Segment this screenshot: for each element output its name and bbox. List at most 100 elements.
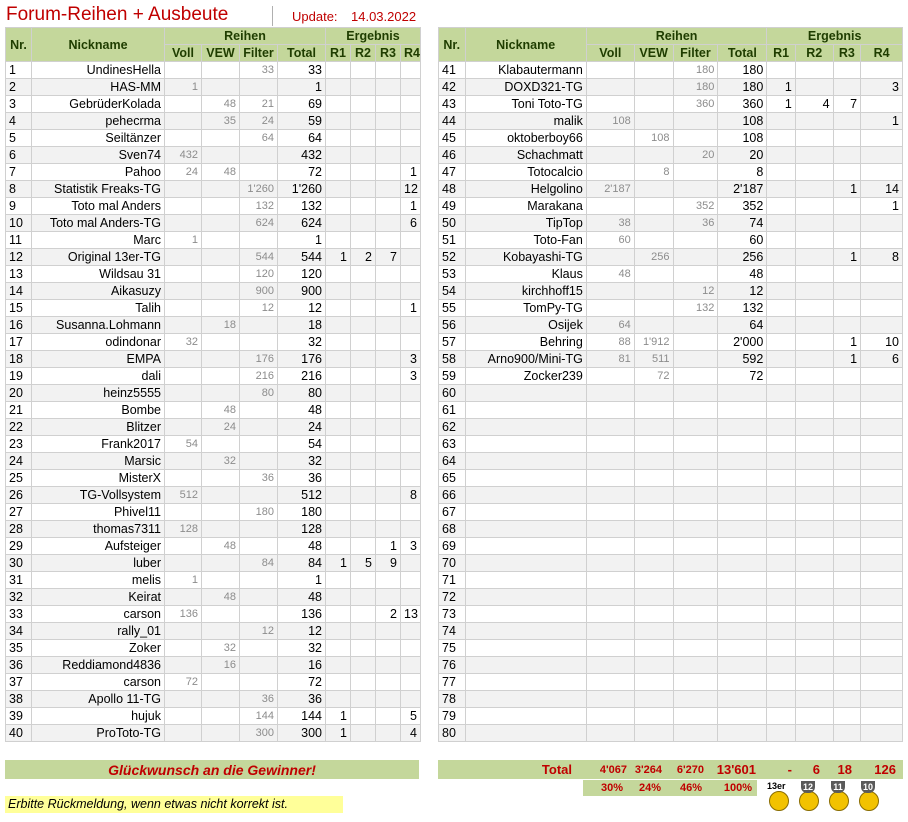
table-row: 51 Toto-Fan 60 60 xyxy=(438,231,903,249)
cell-vew xyxy=(201,690,240,708)
cell-nr: 51 xyxy=(438,231,466,249)
cell-filter xyxy=(672,639,719,657)
cell-nr: 37 xyxy=(5,673,32,691)
cell-filter: 20 xyxy=(672,146,719,164)
cell-r2 xyxy=(794,367,834,385)
cell-filter xyxy=(239,537,278,555)
table-row: 22 Blitzer 24 24 xyxy=(5,418,421,436)
cell-nr: 20 xyxy=(5,384,32,402)
cell-r1 xyxy=(325,367,351,385)
table-row: 58 Arno900/Mini-TG 81 511 592 1 6 xyxy=(438,350,903,368)
cell-voll xyxy=(585,418,635,436)
cell-total xyxy=(717,639,768,657)
cell-r3 xyxy=(375,401,401,419)
cell-r3 xyxy=(832,503,862,521)
trophy-icons: 13er 12 11 10 xyxy=(765,781,881,811)
table-row: 65 xyxy=(438,469,903,487)
cell-voll xyxy=(164,690,202,708)
cell-vew xyxy=(633,690,674,708)
cell-r2 xyxy=(350,520,376,538)
table-row: 78 xyxy=(438,690,903,708)
cell-voll xyxy=(585,554,635,572)
cell-r2 xyxy=(350,537,376,555)
cell-vew xyxy=(633,503,674,521)
cell-vew: 8 xyxy=(633,163,674,181)
cell-r3 xyxy=(832,316,862,334)
cell-vew xyxy=(633,673,674,691)
cell-voll xyxy=(164,248,202,266)
cell-total xyxy=(717,724,768,742)
cell-r1 xyxy=(766,707,796,725)
cell-voll: 32 xyxy=(164,333,202,351)
cell-nr: 6 xyxy=(5,146,32,164)
table-row: 46 Schachmatt 20 20 xyxy=(438,146,903,164)
cell-r3 xyxy=(375,588,401,606)
cell-nr: 29 xyxy=(5,537,32,555)
divider xyxy=(272,6,273,26)
cell-voll: 72 xyxy=(164,673,202,691)
table-row: 79 xyxy=(438,707,903,725)
cell-r2 xyxy=(794,129,834,147)
cell-nickname: thomas7311 xyxy=(31,520,165,538)
cell-nr: 35 xyxy=(5,639,32,657)
total-vew: 3'264 xyxy=(634,764,662,776)
cell-nickname: EMPA xyxy=(31,350,165,368)
cell-r4 xyxy=(400,384,421,402)
cell-voll xyxy=(164,316,202,334)
cell-r4: 13 xyxy=(400,605,421,623)
cell-nickname xyxy=(464,554,587,572)
cell-voll: 88 xyxy=(585,333,635,351)
table-row: 39 hujuk 144 144 1 5 xyxy=(5,707,421,725)
cell-r3 xyxy=(832,265,862,283)
cell-nickname: Arno900/Mini-TG xyxy=(464,350,587,368)
cell-vew xyxy=(201,605,240,623)
cell-filter xyxy=(239,163,278,181)
cell-nickname xyxy=(464,401,587,419)
cell-nickname: TG-Vollsystem xyxy=(31,486,165,504)
cell-r2 xyxy=(350,588,376,606)
cell-total xyxy=(717,673,768,691)
table-row: 6 Sven74 432 432 xyxy=(5,146,421,164)
cell-vew: 108 xyxy=(633,129,674,147)
cell-nr: 11 xyxy=(5,231,32,249)
cell-r3 xyxy=(832,452,862,470)
pct-filter: 46% xyxy=(679,782,702,794)
table-row: 24 Marsic 32 32 xyxy=(5,452,421,470)
cell-filter: 120 xyxy=(239,265,278,283)
cell-vew: 16 xyxy=(201,656,240,674)
cell-filter xyxy=(239,418,278,436)
cell-r4 xyxy=(860,61,903,79)
cell-nickname: Wildsau 31 xyxy=(31,265,165,283)
cell-r1 xyxy=(325,333,351,351)
cell-voll: 64 xyxy=(585,316,635,334)
cell-r1 xyxy=(766,520,796,538)
cell-r4 xyxy=(860,622,903,640)
table-row: 50 TipTop 38 36 74 xyxy=(438,214,903,232)
cell-filter xyxy=(239,673,278,691)
cell-total xyxy=(717,418,768,436)
col-vew: VEW xyxy=(633,44,674,62)
cell-vew xyxy=(633,316,674,334)
left-table: Nr. Nickname Reihen Ergebnis Voll VEW Fi… xyxy=(5,27,421,742)
cell-filter: 132 xyxy=(239,197,278,215)
cell-r4 xyxy=(400,588,421,606)
cell-r4 xyxy=(860,367,903,385)
cell-voll xyxy=(585,401,635,419)
cell-nr: 70 xyxy=(438,554,466,572)
table-row: 20 heinz5555 80 80 xyxy=(5,384,421,402)
cell-nr: 23 xyxy=(5,435,32,453)
cell-r3 xyxy=(832,520,862,538)
cell-r2 xyxy=(350,333,376,351)
cell-vew: 72 xyxy=(633,367,674,385)
cell-nr: 73 xyxy=(438,605,466,623)
cell-r2 xyxy=(794,78,834,96)
table-row: 69 xyxy=(438,537,903,555)
cell-nr: 39 xyxy=(5,707,32,725)
table-row: 34 rally_01 12 12 xyxy=(5,622,421,640)
table-row: 66 xyxy=(438,486,903,504)
cell-r1 xyxy=(766,299,796,317)
table-row: 44 malik 108 108 1 xyxy=(438,112,903,130)
cell-r1 xyxy=(766,265,796,283)
cell-r1 xyxy=(325,469,351,487)
cell-r4 xyxy=(400,690,421,708)
